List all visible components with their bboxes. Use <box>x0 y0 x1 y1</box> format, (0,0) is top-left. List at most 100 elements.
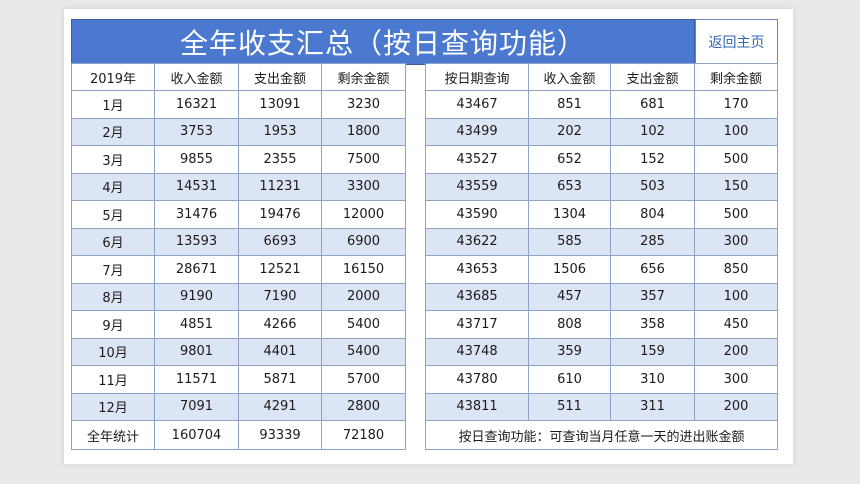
amount-cell[interactable]: 851 <box>528 90 611 119</box>
amount-cell[interactable]: 28671 <box>154 255 239 284</box>
amount-cell[interactable]: 610 <box>528 365 611 394</box>
total-amount-cell[interactable]: 72180 <box>321 420 406 450</box>
amount-cell[interactable]: 4401 <box>238 337 322 366</box>
amount-cell[interactable]: 850 <box>694 255 778 284</box>
amount-cell[interactable]: 200 <box>694 337 778 366</box>
amount-cell[interactable]: 652 <box>528 145 611 174</box>
amount-cell[interactable]: 12521 <box>238 255 322 284</box>
month-cell[interactable]: 8月 <box>71 282 155 311</box>
amount-cell[interactable]: 102 <box>610 117 695 146</box>
amount-cell[interactable]: 511 <box>528 392 611 421</box>
amount-cell[interactable]: 13091 <box>238 90 322 119</box>
amount-cell[interactable]: 357 <box>610 282 695 311</box>
total-amount-cell[interactable]: 93339 <box>238 420 322 450</box>
amount-cell[interactable]: 653 <box>528 172 611 201</box>
date-cell[interactable]: 43467 <box>425 90 529 119</box>
month-cell[interactable]: 9月 <box>71 310 155 339</box>
amount-cell[interactable]: 7091 <box>154 392 239 421</box>
amount-cell[interactable]: 13593 <box>154 227 239 256</box>
amount-cell[interactable]: 31476 <box>154 200 239 229</box>
date-cell[interactable]: 43780 <box>425 365 529 394</box>
total-amount-cell[interactable]: 160704 <box>154 420 239 450</box>
amount-cell[interactable]: 311 <box>610 392 695 421</box>
amount-cell[interactable]: 14531 <box>154 172 239 201</box>
date-cell[interactable]: 43527 <box>425 145 529 174</box>
amount-cell[interactable]: 9855 <box>154 145 239 174</box>
month-cell[interactable]: 10月 <box>71 337 155 366</box>
amount-cell[interactable]: 16321 <box>154 90 239 119</box>
amount-cell[interactable]: 450 <box>694 310 778 339</box>
amount-cell[interactable]: 358 <box>610 310 695 339</box>
amount-cell[interactable]: 1953 <box>238 117 322 146</box>
date-cell[interactable]: 43653 <box>425 255 529 284</box>
amount-cell[interactable]: 100 <box>694 282 778 311</box>
amount-cell[interactable]: 9190 <box>154 282 239 311</box>
amount-cell[interactable]: 6900 <box>321 227 406 256</box>
amount-cell[interactable]: 585 <box>528 227 611 256</box>
month-cell[interactable]: 6月 <box>71 227 155 256</box>
amount-cell[interactable]: 11571 <box>154 365 239 394</box>
amount-cell[interactable]: 285 <box>610 227 695 256</box>
month-cell[interactable]: 3月 <box>71 145 155 174</box>
month-cell[interactable]: 7月 <box>71 255 155 284</box>
amount-cell[interactable]: 12000 <box>321 200 406 229</box>
amount-cell[interactable]: 5400 <box>321 337 406 366</box>
amount-cell[interactable]: 3230 <box>321 90 406 119</box>
amount-cell[interactable]: 9801 <box>154 337 239 366</box>
amount-cell[interactable]: 359 <box>528 337 611 366</box>
amount-cell[interactable]: 5400 <box>321 310 406 339</box>
month-cell[interactable]: 4月 <box>71 172 155 201</box>
amount-cell[interactable]: 170 <box>694 90 778 119</box>
amount-cell[interactable]: 3753 <box>154 117 239 146</box>
amount-cell[interactable]: 1304 <box>528 200 611 229</box>
amount-cell[interactable]: 16150 <box>321 255 406 284</box>
month-cell[interactable]: 1月 <box>71 90 155 119</box>
amount-cell[interactable]: 2355 <box>238 145 322 174</box>
amount-cell[interactable]: 19476 <box>238 200 322 229</box>
amount-cell[interactable]: 159 <box>610 337 695 366</box>
amount-cell[interactable]: 100 <box>694 117 778 146</box>
amount-cell[interactable]: 500 <box>694 145 778 174</box>
amount-cell[interactable]: 152 <box>610 145 695 174</box>
amount-cell[interactable]: 4291 <box>238 392 322 421</box>
amount-cell[interactable]: 804 <box>610 200 695 229</box>
month-cell[interactable]: 11月 <box>71 365 155 394</box>
amount-cell[interactable]: 310 <box>610 365 695 394</box>
amount-cell[interactable]: 6693 <box>238 227 322 256</box>
amount-cell[interactable]: 1800 <box>321 117 406 146</box>
return-home-button[interactable]: 返回主页 <box>695 19 778 65</box>
date-cell[interactable]: 43685 <box>425 282 529 311</box>
date-cell[interactable]: 43748 <box>425 337 529 366</box>
amount-cell[interactable]: 503 <box>610 172 695 201</box>
amount-cell[interactable]: 2800 <box>321 392 406 421</box>
date-cell[interactable]: 43622 <box>425 227 529 256</box>
amount-cell[interactable]: 200 <box>694 392 778 421</box>
amount-cell[interactable]: 300 <box>694 227 778 256</box>
amount-cell[interactable]: 656 <box>610 255 695 284</box>
date-cell[interactable]: 43590 <box>425 200 529 229</box>
amount-cell[interactable]: 500 <box>694 200 778 229</box>
amount-cell[interactable]: 5871 <box>238 365 322 394</box>
total-label[interactable]: 全年统计 <box>71 420 155 450</box>
month-cell[interactable]: 5月 <box>71 200 155 229</box>
month-cell[interactable]: 2月 <box>71 117 155 146</box>
amount-cell[interactable]: 202 <box>528 117 611 146</box>
amount-cell[interactable]: 457 <box>528 282 611 311</box>
amount-cell[interactable]: 4266 <box>238 310 322 339</box>
amount-cell[interactable]: 4851 <box>154 310 239 339</box>
amount-cell[interactable]: 3300 <box>321 172 406 201</box>
amount-cell[interactable]: 300 <box>694 365 778 394</box>
amount-cell[interactable]: 7190 <box>238 282 322 311</box>
date-cell[interactable]: 43499 <box>425 117 529 146</box>
amount-cell[interactable]: 2000 <box>321 282 406 311</box>
month-cell[interactable]: 12月 <box>71 392 155 421</box>
amount-cell[interactable]: 808 <box>528 310 611 339</box>
amount-cell[interactable]: 150 <box>694 172 778 201</box>
amount-cell[interactable]: 681 <box>610 90 695 119</box>
date-cell[interactable]: 43811 <box>425 392 529 421</box>
amount-cell[interactable]: 1506 <box>528 255 611 284</box>
date-cell[interactable]: 43717 <box>425 310 529 339</box>
amount-cell[interactable]: 7500 <box>321 145 406 174</box>
date-cell[interactable]: 43559 <box>425 172 529 201</box>
amount-cell[interactable]: 5700 <box>321 365 406 394</box>
